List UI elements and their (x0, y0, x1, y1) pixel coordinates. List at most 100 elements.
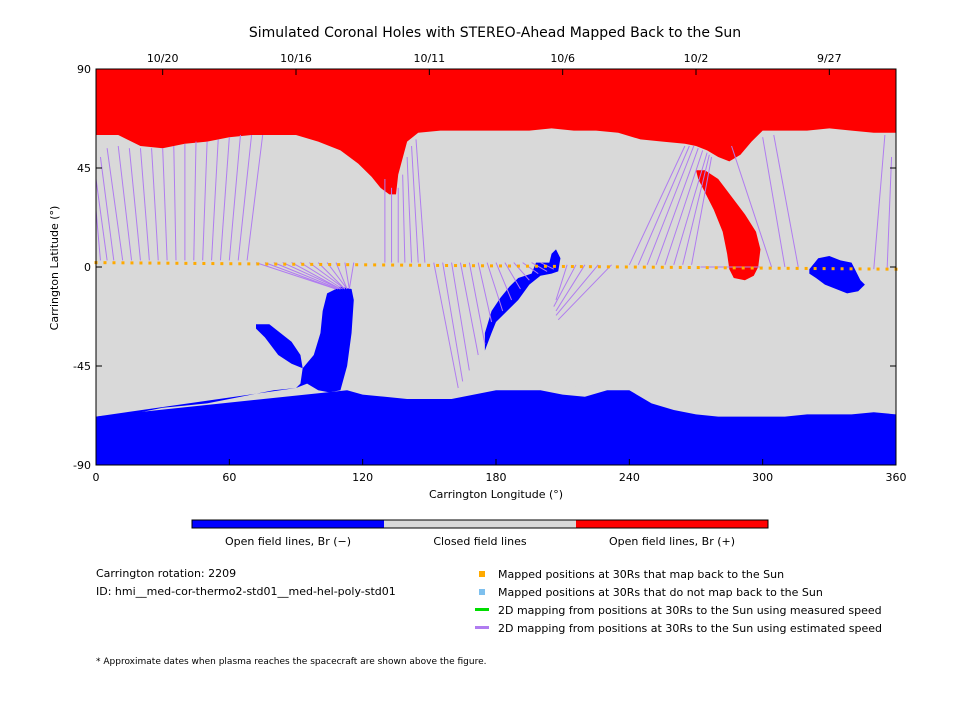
carrington-rotation-label: Carrington rotation: 2209 (96, 567, 237, 580)
mapped-position-marker (409, 263, 413, 267)
mapping-line (273, 262, 339, 290)
south-hole-tongue (96, 286, 354, 417)
x-tick-label: 240 (619, 471, 640, 484)
mapped-position-marker (247, 262, 251, 266)
mapped-position-marker (436, 263, 440, 267)
mapping-line (291, 262, 341, 290)
negative-hole-island (256, 324, 303, 369)
mapped-position-marker (103, 261, 107, 265)
mapped-position-marker (588, 265, 592, 269)
mapped-position-marker (777, 266, 781, 270)
mapping-line (151, 148, 159, 261)
mapped-position-marker (220, 262, 224, 266)
mapping-line (531, 262, 548, 272)
mapped-position-marker (463, 264, 467, 268)
mapped-position-marker (130, 261, 134, 265)
mapped-position-marker (885, 267, 889, 271)
mapping-line (193, 141, 197, 261)
date-tick-label: 9/27 (817, 52, 842, 65)
mapping-line (468, 262, 486, 345)
mapped-position-marker (445, 263, 449, 267)
mapping-line (344, 262, 350, 290)
mapped-position-marker (238, 262, 242, 266)
mapped-position-marker (723, 266, 727, 270)
mapped-position-marker (301, 262, 305, 266)
legend-label: 2D mapping from positions at 30Rs to the… (498, 622, 883, 635)
mapped-position-marker (579, 265, 583, 269)
mapped-position-marker (148, 261, 152, 265)
mapping-line (162, 148, 168, 261)
mapping-line (495, 262, 513, 301)
mapping-line (99, 156, 115, 261)
south-hole-extension (484, 249, 561, 351)
mapped-position-marker (525, 264, 529, 268)
mapped-position-marker (166, 261, 170, 265)
mapping-line (415, 139, 426, 263)
mapped-position-marker (373, 263, 377, 267)
closed-pocket (476, 352, 510, 382)
mapping-line (202, 141, 208, 261)
date-tick-label: 10/16 (280, 52, 312, 65)
mapped-position-marker (507, 264, 511, 268)
mapped-position-marker (705, 266, 709, 270)
mapped-position-marker (337, 263, 341, 267)
mapping-line (139, 148, 150, 261)
mapping-line (317, 262, 346, 290)
mapping-line (326, 262, 348, 290)
mapped-position-marker (543, 264, 547, 268)
mapped-position-marker (516, 264, 520, 268)
mapped-position-marker (714, 266, 718, 270)
colorbar-frame (191, 519, 769, 529)
mapped-position-marker (876, 267, 880, 271)
mapping-line (459, 262, 479, 356)
mapping-line (411, 145, 419, 263)
mapped-position-marker (283, 262, 287, 266)
mapping-line (442, 262, 464, 382)
mapped-position-marker (256, 262, 260, 266)
mapping-line (553, 264, 577, 307)
date-tick-label: 10/20 (147, 52, 179, 65)
mapping-line (655, 148, 699, 265)
north-coronal-hole (96, 69, 896, 195)
mapped-position-marker (472, 264, 476, 268)
mapped-position-marker (867, 267, 871, 271)
mapping-line (628, 145, 686, 266)
mapping-line (637, 145, 690, 265)
mapped-position-marker (570, 265, 574, 269)
mapped-position-marker (750, 266, 754, 270)
positive-hole-island (696, 170, 761, 281)
x-tick-label: 0 (93, 471, 100, 484)
mapped-position-marker (678, 265, 682, 269)
y-tick-label: -90 (73, 459, 91, 472)
mapped-position-marker (768, 266, 772, 270)
mapped-position-marker (427, 263, 431, 267)
mapped-position-marker (534, 264, 538, 268)
mapped-position-marker (229, 262, 233, 266)
mapping-line (117, 145, 133, 261)
footnote: * Approximate dates when plasma reaches … (96, 657, 487, 667)
mapped-position-marker (481, 264, 485, 268)
mapped-position-marker (454, 264, 458, 268)
date-tick-label: 10/11 (413, 52, 445, 65)
mapping-line (255, 262, 337, 290)
mapping-line (451, 262, 470, 371)
chart-title: Simulated Coronal Holes with STEREO-Ahea… (249, 25, 741, 41)
mapped-position-marker (831, 267, 835, 271)
mapping-line (555, 264, 586, 312)
mapping-line (673, 152, 708, 265)
mapping-line (228, 134, 241, 261)
mapping-line (504, 262, 521, 290)
mapped-position-marker (660, 265, 664, 269)
mapped-position-marker (400, 263, 404, 267)
y-tick-label: 0 (84, 261, 91, 274)
mapped-position-marker (211, 262, 215, 266)
legend-square-swatch (479, 571, 485, 577)
mapped-position-marker (597, 265, 601, 269)
plot-axes: 0 60 120 180 240 300 360 90 45 0 -45 -90 10/20 10/16 1… (73, 52, 906, 484)
mapped-position-marker (175, 261, 179, 265)
colorbar-segment (384, 520, 576, 528)
mapped-position-marker (669, 265, 673, 269)
mapping-line (402, 174, 406, 263)
mapped-position-marker (112, 261, 116, 265)
mapping-line (522, 262, 539, 275)
